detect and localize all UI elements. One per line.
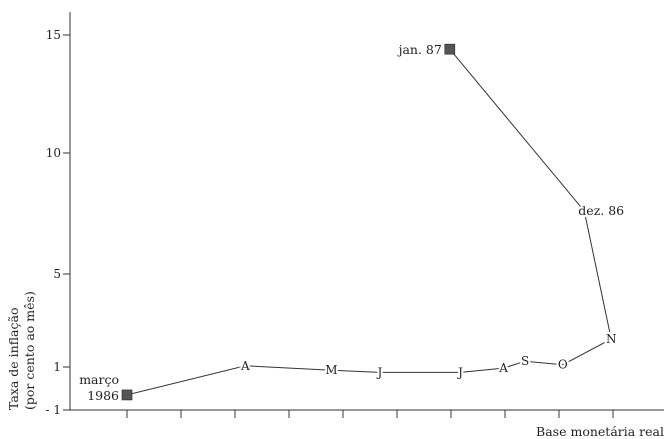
start-label-month: março (79, 372, 119, 387)
start-point-marker (121, 389, 133, 401)
series-line (126, 48, 612, 396)
x-axis-title: Base monetária real (536, 424, 664, 439)
point-label-month: J (456, 365, 463, 379)
y-tick-label: 5 (53, 267, 61, 281)
point-label-month: N (606, 332, 617, 346)
point-label-month: A (240, 359, 250, 373)
point-label-jan: jan. 87 (397, 42, 442, 57)
point-label-month: J (375, 365, 382, 379)
y-tick-label: 15 (46, 28, 61, 42)
point-label-month: O (558, 358, 568, 372)
y-axis-title-line-1: Taxa de inflação (6, 308, 21, 410)
y-tick-label: 10 (46, 146, 61, 160)
y-ticks: 15 10 5 1 - 1 (45, 28, 70, 417)
y-tick-label: - 1 (45, 403, 61, 417)
point-label-month: A (498, 361, 508, 375)
start-label-year: 1986 (87, 388, 119, 403)
end-point-marker (444, 43, 456, 55)
y-axis-title-line-2: (por cento ao mês) (22, 291, 37, 410)
point-label-month: M (325, 363, 337, 377)
y-tick-label: 1 (53, 360, 61, 374)
series-group (121, 43, 612, 401)
y-axis-title: Taxa de inflação (por cento ao mês) (6, 291, 37, 410)
axes (69, 12, 664, 411)
point-label-dec: dez. 86 (578, 203, 624, 218)
x-ticks (126, 410, 614, 418)
point-label-month: S (521, 354, 529, 368)
